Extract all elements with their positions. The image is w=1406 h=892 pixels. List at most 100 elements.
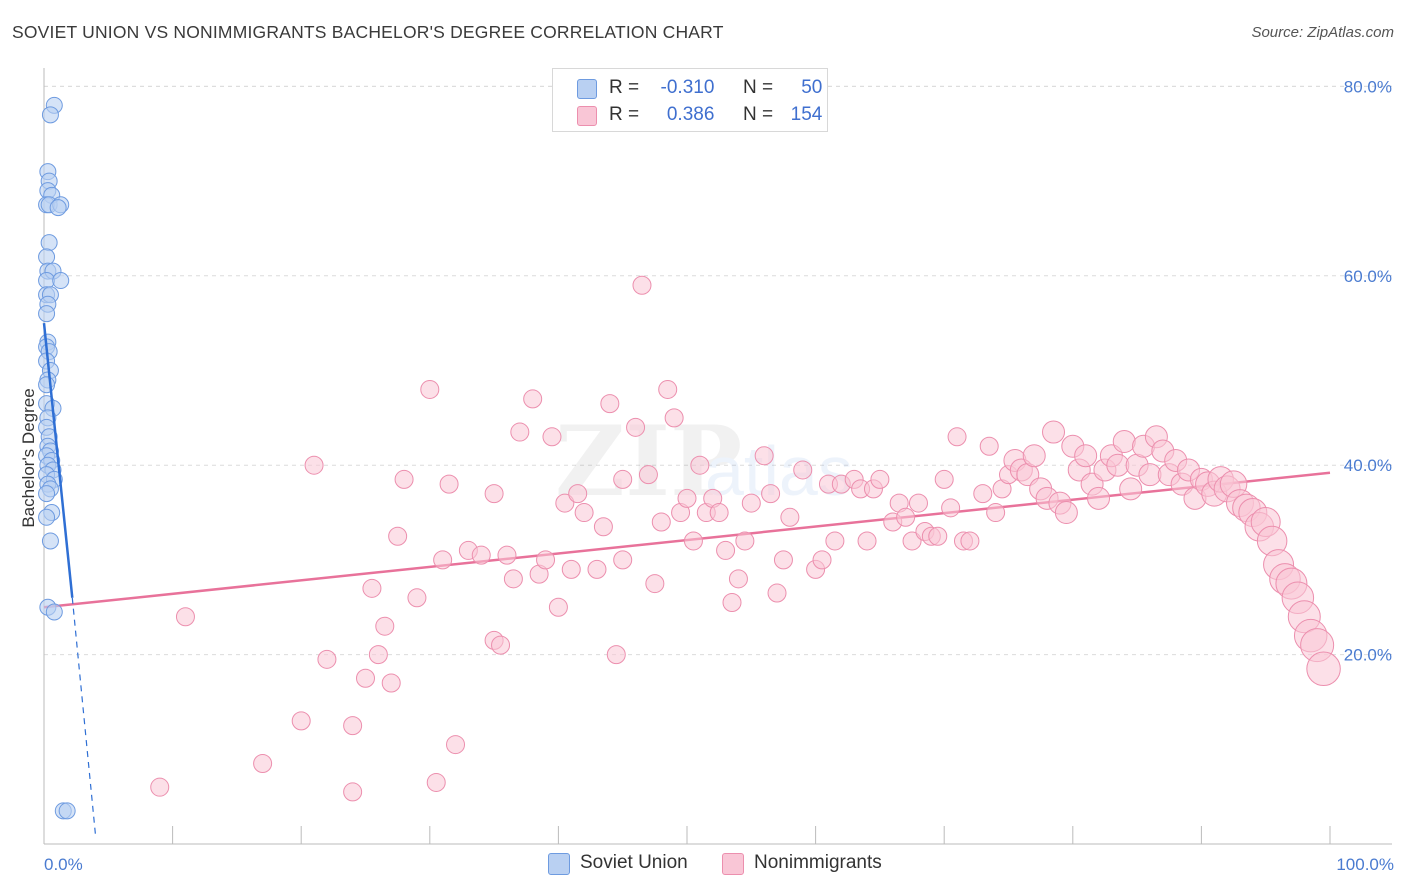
point-nonimmigrants: [716, 540, 736, 560]
point-soviet-union: [40, 234, 58, 252]
point-nonimmigrants: [658, 379, 678, 399]
point-nonimmigrants: [683, 531, 703, 551]
point-nonimmigrants: [343, 782, 363, 802]
point-nonimmigrants: [979, 436, 999, 456]
point-nonimmigrants: [1022, 444, 1046, 468]
point-nonimmigrants: [793, 460, 813, 480]
bottom-legend-swatch-nonimmigrants: [722, 853, 744, 875]
point-nonimmigrants: [343, 716, 363, 736]
point-nonimmigrants: [773, 550, 793, 570]
point-nonimmigrants: [407, 588, 427, 608]
bottom-legend-label-nonimmigrants: Nonimmigrants: [754, 852, 882, 873]
point-nonimmigrants: [548, 597, 568, 617]
points-nonimmigrants: [150, 275, 1341, 802]
point-nonimmigrants: [812, 550, 832, 570]
point-nonimmigrants: [767, 583, 787, 603]
point-nonimmigrants: [587, 559, 607, 579]
trend-line-soviet-union-extension: [71, 597, 97, 835]
point-nonimmigrants: [626, 417, 646, 437]
point-nonimmigrants: [388, 526, 408, 546]
point-nonimmigrants: [645, 574, 665, 594]
point-nonimmigrants: [291, 711, 311, 731]
point-nonimmigrants: [722, 593, 742, 613]
point-nonimmigrants: [510, 422, 530, 442]
x-tick-label: 100.0%: [1336, 855, 1394, 874]
point-nonimmigrants: [433, 550, 453, 570]
point-nonimmigrants: [593, 517, 613, 537]
point-nonimmigrants: [426, 772, 446, 792]
point-nonimmigrants: [632, 275, 652, 295]
point-nonimmigrants: [375, 616, 395, 636]
point-nonimmigrants: [542, 427, 562, 447]
point-soviet-union: [41, 532, 59, 550]
point-nonimmigrants: [381, 673, 401, 693]
point-nonimmigrants: [1106, 453, 1130, 477]
point-nonimmigrants: [420, 379, 440, 399]
legend-row-nonimmigrants: R = 0.386 N = 154: [553, 102, 827, 128]
point-nonimmigrants: [491, 635, 511, 655]
point-nonimmigrants: [356, 668, 375, 688]
point-nonimmigrants: [690, 455, 710, 475]
point-nonimmigrants: [561, 559, 581, 579]
point-nonimmigrants: [986, 503, 1006, 523]
point-nonimmigrants: [613, 469, 633, 489]
point-nonimmigrants: [368, 645, 388, 665]
point-nonimmigrants: [497, 545, 517, 565]
legend-r-value: -0.310: [660, 77, 715, 98]
point-soviet-union: [38, 485, 56, 503]
point-nonimmigrants: [754, 446, 774, 466]
legend-r-label: R =: [609, 77, 640, 98]
point-nonimmigrants: [175, 607, 195, 627]
point-nonimmigrants: [150, 777, 170, 797]
point-nonimmigrants: [555, 493, 575, 513]
point-nonimmigrants: [651, 512, 671, 532]
point-nonimmigrants: [870, 469, 890, 489]
point-nonimmigrants: [613, 550, 633, 570]
point-soviet-union: [38, 248, 56, 266]
point-nonimmigrants: [1306, 651, 1341, 687]
point-nonimmigrants: [960, 531, 980, 551]
point-nonimmigrants: [446, 735, 466, 755]
point-nonimmigrants: [1054, 501, 1078, 525]
point-soviet-union: [38, 508, 56, 526]
point-nonimmigrants: [928, 526, 948, 546]
source-label: Source: ZipAtlas.com: [1251, 24, 1394, 41]
point-nonimmigrants: [536, 550, 556, 570]
y-tick-label: 60.0%: [1344, 267, 1392, 286]
point-soviet-union: [49, 199, 67, 217]
point-nonimmigrants: [317, 649, 337, 669]
trend-line-soviet-union: [42, 323, 97, 835]
point-nonimmigrants: [857, 531, 877, 551]
point-nonimmigrants: [677, 488, 697, 508]
point-nonimmigrants: [735, 531, 755, 551]
point-nonimmigrants: [741, 493, 761, 513]
point-nonimmigrants: [253, 754, 273, 774]
legend-n-value: 50: [801, 77, 823, 98]
legend-n-value: 154: [790, 104, 823, 125]
point-nonimmigrants: [503, 569, 523, 589]
point-nonimmigrants: [896, 507, 916, 527]
point-nonimmigrants: [973, 484, 993, 504]
point-nonimmigrants: [304, 455, 324, 475]
y-tick-label: 80.0%: [1344, 77, 1392, 96]
y-axis-label: Bachelor's Degree: [19, 388, 38, 527]
bottom-legend-label-soviet-union: Soviet Union: [580, 852, 688, 873]
point-nonimmigrants: [1087, 486, 1111, 510]
legend-r-label: R =: [609, 104, 640, 125]
legend-n-label: N =: [742, 104, 774, 125]
point-soviet-union: [52, 272, 70, 290]
point-soviet-union: [38, 272, 56, 290]
svg-text:atlas: atlas: [705, 432, 853, 510]
point-nonimmigrants: [638, 465, 658, 485]
point-nonimmigrants: [947, 427, 967, 447]
legend-n-label: N =: [742, 77, 774, 98]
trend-line-soviet-union-solid: [42, 323, 74, 598]
point-nonimmigrants: [600, 394, 620, 414]
chart-title: SOVIET UNION VS NONIMMIGRANTS BACHELOR'S…: [12, 22, 724, 42]
point-nonimmigrants: [761, 484, 781, 504]
point-nonimmigrants: [941, 498, 961, 518]
x-tick-label: 0.0%: [44, 855, 83, 874]
point-nonimmigrants: [484, 484, 504, 504]
y-tick-label: 20.0%: [1344, 646, 1392, 665]
